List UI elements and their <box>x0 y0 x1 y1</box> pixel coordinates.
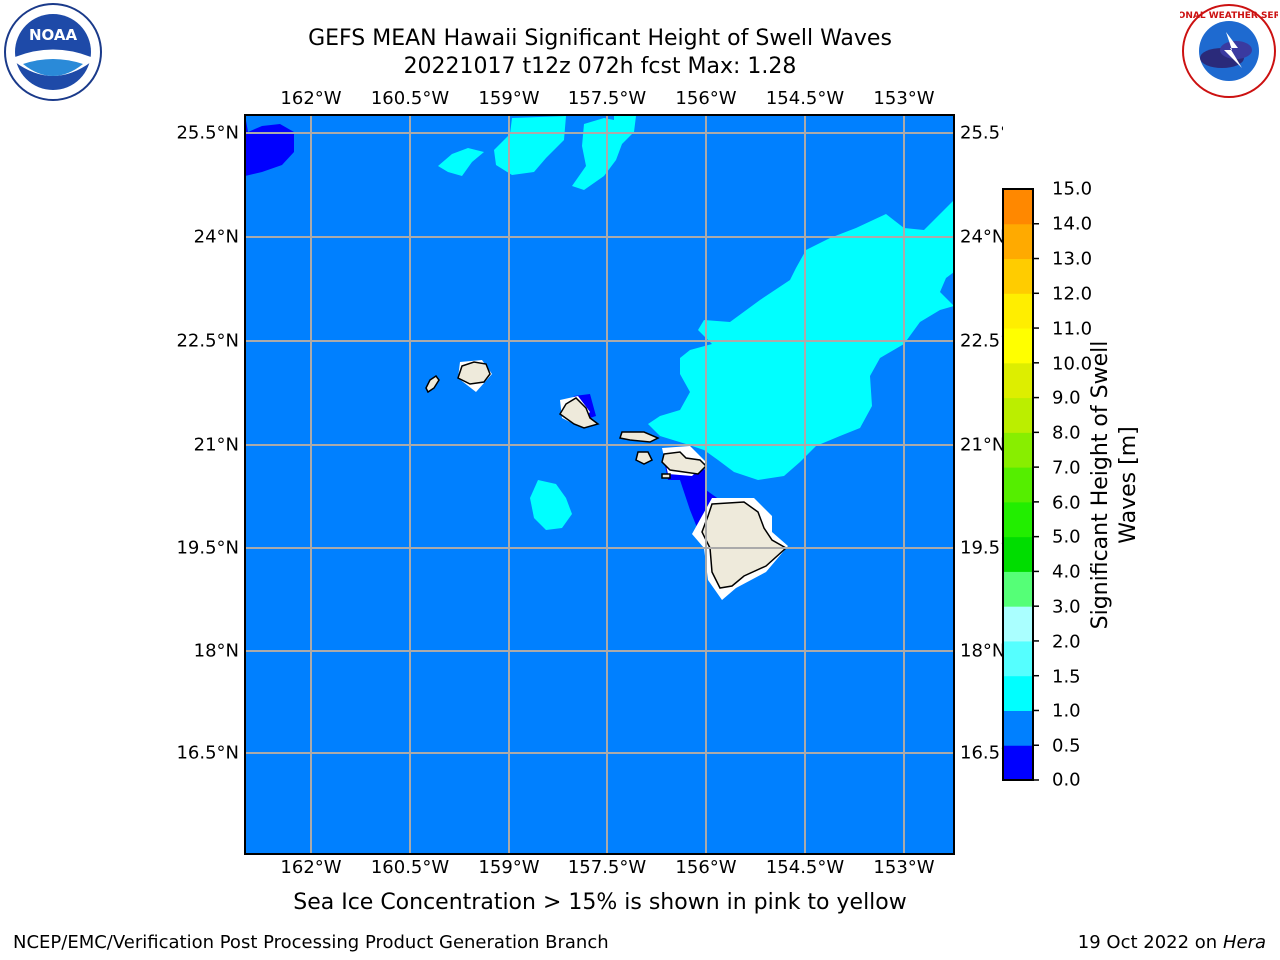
chart-subtitle: 20221017 t12z 072h fcst Max: 1.28 <box>403 54 797 79</box>
lon-tick-bottom: 160.5°W <box>370 857 450 878</box>
lat-tick-right: 24°N <box>960 226 1003 248</box>
lon-tick-bottom: 159°W <box>478 857 540 878</box>
island-kauai <box>457 361 491 385</box>
colorbar-segment <box>1003 293 1033 329</box>
lon-tick-bottom: 153°W <box>873 857 935 878</box>
lat-tick-right: 16.5°N <box>960 742 1003 764</box>
lat-tick-right: 21°N <box>960 434 1003 456</box>
moderate-swell-area-small <box>438 148 484 176</box>
lon-tick-top: 154.5°W <box>765 88 845 109</box>
colorbar-tick: 13.0 <box>1052 248 1093 270</box>
island-kahoolawe <box>661 473 671 479</box>
moderate-swell-area-south <box>530 480 572 530</box>
lat-tick-left: 16.5°N <box>176 742 239 764</box>
colorbar-label: Significant Height of Swell Waves [m] <box>1088 340 1141 630</box>
graticule <box>245 115 954 854</box>
colorbar-segment <box>1003 501 1033 538</box>
island-big-island <box>701 501 788 589</box>
lat-tick-right: 19.5°N <box>960 537 1003 559</box>
colorbar-segment <box>1003 223 1033 260</box>
colorbar-segment <box>1003 606 1033 642</box>
colorbar-tick: 6.0 <box>1052 492 1081 514</box>
lat-tick-left: 19.5°N <box>176 537 239 559</box>
moderate-swell-area-north2 <box>572 116 636 190</box>
colorbar-tick: 5.0 <box>1052 526 1081 548</box>
lon-tick-bottom: 157.5°W <box>567 857 647 878</box>
colorbar-tick: 7.0 <box>1052 457 1081 479</box>
colorbar-segment <box>1003 328 1033 364</box>
island-niihau <box>425 374 440 394</box>
island-maui <box>661 451 708 475</box>
noaa-logo: NOAA <box>3 2 103 102</box>
colorbar-tick: 4.0 <box>1052 561 1081 583</box>
island-lanai <box>635 451 654 465</box>
lat-tick-right: 18°N <box>960 640 1003 662</box>
colorbar-tick: 1.5 <box>1052 666 1081 688</box>
colorbar-tick: 9.0 <box>1052 387 1081 409</box>
lat-tick-right: 25.5°N <box>960 122 1003 144</box>
lat-tick-left: 24°N <box>193 226 239 248</box>
colorbar-segment <box>1003 675 1033 711</box>
colorbar-segment <box>1003 258 1033 294</box>
lat-tick-left: 21°N <box>193 434 239 456</box>
colorbar-tick: 0.5 <box>1052 735 1081 757</box>
colorbar-tick: 3.0 <box>1052 596 1081 618</box>
island-oahu <box>559 397 600 429</box>
lat-tick-left: 18°N <box>193 640 239 662</box>
footer-branch: NCEP/EMC/Verification Post Processing Pr… <box>13 932 609 953</box>
chart-title: GEFS MEAN Hawaii Significant Height of S… <box>308 26 892 51</box>
lon-tick-top: 153°W <box>873 88 935 109</box>
colorbar-segment <box>1003 745 1033 781</box>
colorbar-segment <box>1003 640 1033 677</box>
nws-logo-text: NATIONAL WEATHER SERVICE <box>1180 11 1278 21</box>
map-frame <box>244 114 955 855</box>
low-swell-area-nw <box>245 115 294 176</box>
colorbar-tick: 12.0 <box>1052 283 1093 305</box>
lon-tick-bottom: 162°W <box>280 857 342 878</box>
lon-tick-top: 156°W <box>675 88 737 109</box>
right-lat-ticks: 25.5°N 24°N 22.5°N 21°N 19.5°N 18°N 16.5… <box>960 122 1003 764</box>
footer-host: Hera <box>1222 932 1266 953</box>
lat-tick-left: 25.5°N <box>176 122 239 144</box>
noaa-logo-text: NOAA <box>29 26 78 44</box>
lat-tick-right: 22.5°N <box>960 330 1003 352</box>
moderate-swell-area-north <box>494 116 566 175</box>
colorbar-segment <box>1003 467 1033 503</box>
lon-tick-top: 159°W <box>478 88 540 109</box>
lat-tick-left: 22.5°N <box>176 330 239 352</box>
colorbar-segment <box>1003 710 1033 746</box>
colorbar-tick: 14.0 <box>1052 213 1093 235</box>
colorbar-segment <box>1003 432 1033 468</box>
lon-tick-top: 160.5°W <box>370 88 450 109</box>
colorbar-tick: 0.0 <box>1052 769 1081 791</box>
colorbar-segment <box>1003 189 1033 225</box>
lon-tick-bottom: 154.5°W <box>765 857 845 878</box>
colorbar-tick: 8.0 <box>1052 422 1081 444</box>
colorbar-tick: 10.0 <box>1052 353 1093 375</box>
colorbar-segment <box>1003 536 1033 572</box>
colorbar-tick: 15.0 <box>1052 178 1093 200</box>
colorbar-tick: 2.0 <box>1052 631 1081 653</box>
lon-tick-top: 162°W <box>280 88 342 109</box>
nws-logo: NATIONAL WEATHER SERVICE <box>1154 2 1280 100</box>
colorbar-segment <box>1003 397 1033 433</box>
sea-ice-note: Sea Ice Concentration > 15% is shown in … <box>293 890 907 915</box>
colorbar-segment <box>1003 362 1033 399</box>
colorbar-segment <box>1003 571 1033 607</box>
colorbar-frame <box>1002 188 1034 781</box>
lon-tick-bottom: 156°W <box>675 857 737 878</box>
lon-tick-top: 157.5°W <box>567 88 647 109</box>
colorbar-tick: 1.0 <box>1052 700 1081 722</box>
footer-date-text: 19 Oct 2022 on <box>1077 932 1223 953</box>
island-molokai <box>619 431 660 443</box>
footer-date: 19 Oct 2022 on Hera <box>1078 932 1266 953</box>
colorbar-tick: 11.0 <box>1052 318 1093 340</box>
map-field <box>245 115 954 854</box>
